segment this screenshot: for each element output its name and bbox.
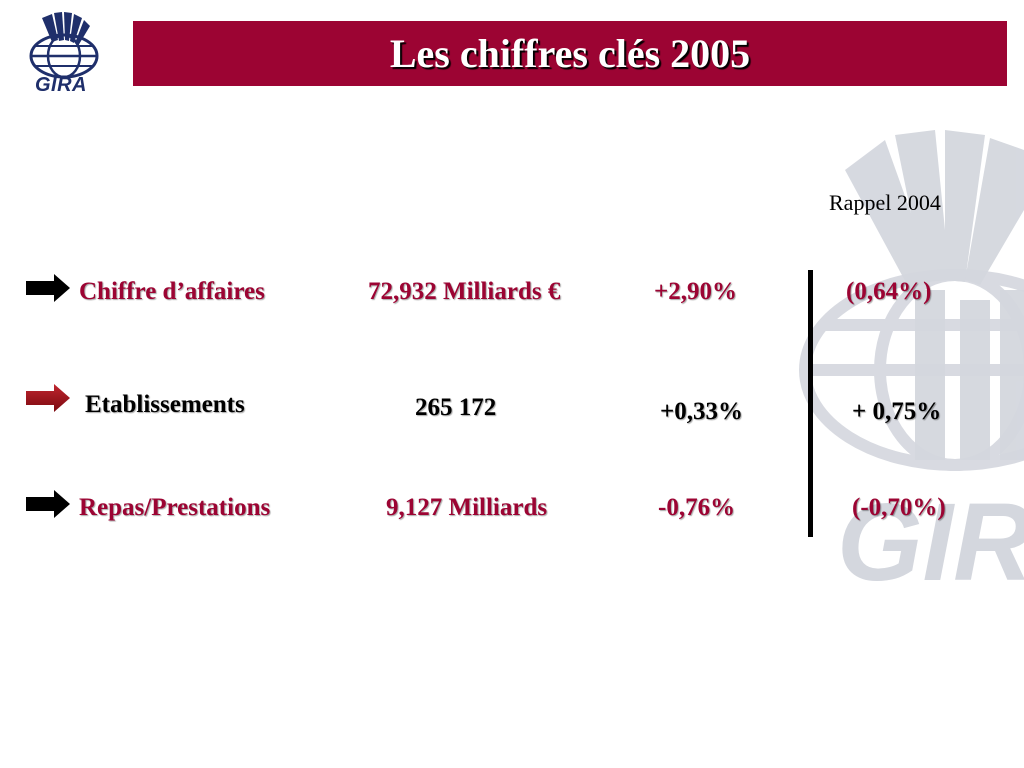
row-label: Repas/Prestations	[79, 494, 271, 521]
gira-logo-icon	[29, 12, 99, 79]
arrow-right-icon	[26, 490, 70, 518]
page-title: Les chiffres clés 2005	[389, 31, 751, 76]
row-change: +2,90%	[654, 278, 737, 305]
arrow-right-icon	[26, 384, 70, 412]
arrow-right-icon	[26, 274, 70, 302]
row-rappel: (0,64%)	[846, 278, 932, 305]
title-bar: Les chiffres clés 2005	[133, 21, 1007, 86]
row-value: 72,932 Milliards €	[368, 278, 561, 305]
logo-text: GIRA	[35, 74, 87, 96]
row-value: 265 172	[415, 394, 497, 421]
column-header-rappel: Rappel 2004	[829, 190, 941, 215]
row-change: -0,76%	[658, 494, 736, 521]
row-label: Etablissements	[85, 391, 245, 418]
column-divider	[808, 270, 813, 537]
row-label: Chiffre d’affaires	[79, 278, 265, 305]
row-rappel: (-0,70%)	[852, 494, 946, 521]
row-rappel: + 0,75%	[852, 398, 942, 425]
row-value: 9,127 Milliards	[386, 494, 548, 521]
row-change: +0,33%	[660, 398, 743, 425]
